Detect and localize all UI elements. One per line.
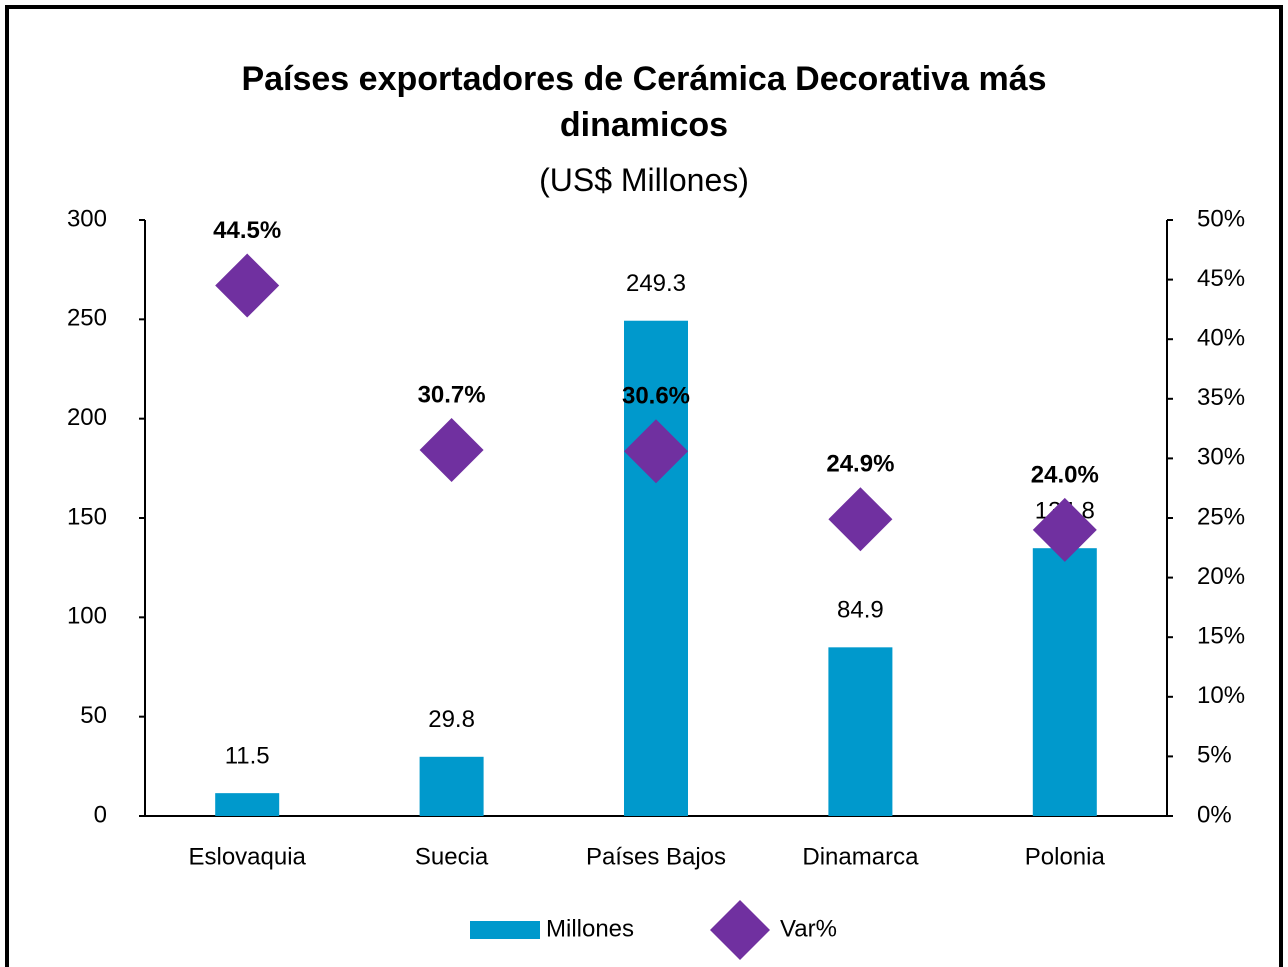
y2-tick-label: 15%	[1197, 623, 1245, 650]
y2-tick-label: 50%	[1197, 205, 1245, 232]
x-tick-label: Dinamarca	[802, 843, 919, 870]
bar	[624, 320, 688, 816]
y-tick-label: 150	[67, 503, 107, 530]
y2-tick-label: 35%	[1197, 384, 1245, 411]
y2-tick-label: 30%	[1197, 444, 1245, 471]
y-tick-label: 250	[67, 305, 107, 332]
marker-value-label: 24.0%	[1031, 461, 1099, 488]
diamond-marker	[1032, 497, 1097, 562]
bar	[419, 756, 484, 816]
diamond-marker	[215, 253, 280, 318]
y-tick-label: 0	[94, 801, 107, 828]
y2-tick-label: 20%	[1197, 563, 1245, 590]
x-tick-label: Suecia	[415, 843, 489, 870]
diamond-marker	[624, 419, 688, 484]
chart-subtitle: (US$ Millones)	[539, 162, 749, 198]
x-tick-label: Países Bajos	[586, 843, 726, 870]
marker-value-label: 44.5%	[213, 217, 281, 244]
bar-value-label: 11.5	[225, 742, 270, 769]
legend-swatch	[470, 921, 540, 939]
diamond-marker	[828, 487, 893, 552]
y-tick-label: 50	[80, 702, 107, 729]
chart-border	[5, 5, 1283, 967]
y-tick-label: 200	[67, 404, 107, 431]
y2-tick-label: 25%	[1197, 503, 1245, 530]
legend-swatch	[710, 900, 770, 960]
bar-value-label: 29.8	[428, 706, 475, 733]
bar	[828, 647, 893, 816]
marker-value-label: 30.7%	[418, 381, 486, 408]
y2-tick-label: 0%	[1197, 801, 1232, 828]
y2-tick-label: 10%	[1197, 682, 1245, 709]
y-tick-label: 300	[67, 205, 107, 232]
bar	[215, 793, 280, 816]
legend-label: Millones	[546, 915, 634, 942]
y2-tick-label: 40%	[1197, 325, 1245, 352]
x-tick-label: Eslovaquia	[188, 843, 306, 870]
x-tick-label: Polonia	[1025, 843, 1106, 870]
bar	[1032, 548, 1097, 816]
diamond-marker	[419, 418, 484, 483]
marker-value-label: 30.6%	[622, 383, 690, 410]
bar-value-label: 84.9	[837, 597, 884, 624]
chart-title: Países exportadores de Cerámica Decorati…	[241, 60, 1047, 144]
bar-value-label: 249.3	[626, 270, 686, 297]
legend-label: Var%	[780, 915, 837, 942]
y2-tick-label: 5%	[1197, 742, 1232, 769]
y2-tick-label: 45%	[1197, 265, 1245, 292]
y-tick-label: 100	[67, 603, 107, 630]
marker-value-label: 24.9%	[826, 451, 894, 478]
